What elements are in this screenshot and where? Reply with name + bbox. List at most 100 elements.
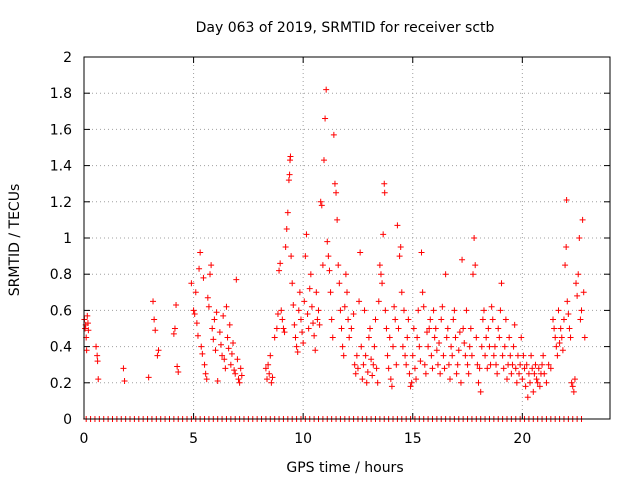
- data-point: [410, 325, 417, 332]
- grid: [84, 57, 610, 419]
- data-point: [536, 383, 543, 390]
- data-point: [190, 307, 197, 314]
- data-point: [442, 271, 449, 278]
- data-point: [326, 267, 333, 274]
- data-point: [304, 311, 311, 318]
- data-point: [480, 307, 487, 314]
- data-point: [534, 379, 541, 386]
- data-point: [289, 280, 296, 287]
- data-point: [501, 343, 508, 350]
- data-point: [450, 316, 457, 323]
- data-point: [152, 327, 159, 334]
- data-point: [533, 376, 540, 383]
- data-point: [406, 370, 413, 377]
- data-point: [299, 329, 306, 336]
- data-point: [478, 343, 485, 350]
- data-point: [302, 253, 309, 260]
- data-point: [502, 316, 509, 323]
- data-point: [476, 365, 483, 372]
- data-point: [221, 356, 228, 363]
- data-point: [516, 370, 523, 377]
- data-point: [381, 180, 388, 187]
- data-point: [443, 334, 450, 341]
- data-point: [207, 271, 214, 278]
- data-point: [429, 365, 436, 372]
- data-point: [120, 365, 127, 372]
- data-point: [362, 352, 369, 359]
- data-point: [472, 262, 479, 269]
- data-point: [465, 370, 472, 377]
- x-tick-label: 10: [294, 431, 312, 447]
- data-point: [357, 249, 364, 256]
- data-point: [494, 370, 501, 377]
- data-point: [493, 361, 500, 368]
- data-point: [171, 325, 178, 332]
- data-point: [386, 334, 393, 341]
- data-point: [330, 131, 337, 138]
- data-point: [565, 311, 572, 318]
- data-point: [277, 260, 284, 267]
- data-point: [310, 320, 317, 327]
- data-point: [369, 372, 376, 379]
- data-point: [213, 309, 220, 316]
- data-point: [468, 352, 475, 359]
- data-point: [93, 343, 100, 350]
- data-point: [456, 329, 463, 336]
- data-point: [307, 271, 314, 278]
- data-point: [390, 343, 397, 350]
- data-point: [474, 361, 481, 368]
- data-point: [579, 216, 586, 223]
- data-point: [573, 280, 580, 287]
- data-point: [503, 376, 510, 383]
- data-point: [317, 198, 324, 205]
- data-point: [288, 253, 295, 260]
- data-point: [466, 343, 473, 350]
- data-point: [387, 376, 394, 383]
- data-point: [539, 361, 546, 368]
- data-point: [559, 347, 566, 354]
- data-point: [396, 253, 403, 260]
- data-point: [521, 365, 528, 372]
- data-point: [507, 352, 514, 359]
- data-point: [373, 365, 380, 372]
- data-point: [440, 352, 447, 359]
- data-point: [426, 325, 433, 332]
- data-point: [354, 365, 361, 372]
- data-point: [224, 334, 231, 341]
- data-point: [459, 256, 466, 263]
- x-tick-label: 20: [513, 431, 531, 447]
- data-point: [381, 189, 388, 196]
- data-point: [403, 361, 410, 368]
- data-point: [581, 334, 588, 341]
- data-point: [202, 370, 209, 377]
- data-point: [279, 316, 286, 323]
- data-point: [284, 209, 291, 216]
- data-point: [473, 334, 480, 341]
- data-point: [514, 352, 521, 359]
- data-point: [467, 325, 474, 332]
- data-point: [540, 352, 547, 359]
- data-point: [557, 325, 564, 332]
- data-point: [479, 316, 486, 323]
- data-point: [301, 298, 308, 305]
- data-point: [531, 370, 538, 377]
- data-point: [471, 235, 478, 241]
- data-point: [82, 325, 89, 332]
- data-point: [419, 289, 426, 296]
- data-point: [529, 365, 536, 372]
- data-point: [201, 361, 208, 368]
- data-point: [558, 334, 565, 341]
- data-point: [295, 307, 302, 314]
- data-point: [220, 312, 227, 319]
- data-point: [439, 303, 446, 310]
- data-point: [432, 325, 439, 332]
- data-point: [425, 343, 432, 350]
- data-point: [500, 365, 507, 372]
- data-point: [541, 370, 548, 377]
- data-point: [308, 303, 315, 310]
- data-point: [464, 361, 471, 368]
- data-point: [486, 343, 493, 350]
- data-point: [233, 276, 240, 283]
- data-point: [368, 356, 375, 363]
- data-point: [520, 352, 527, 359]
